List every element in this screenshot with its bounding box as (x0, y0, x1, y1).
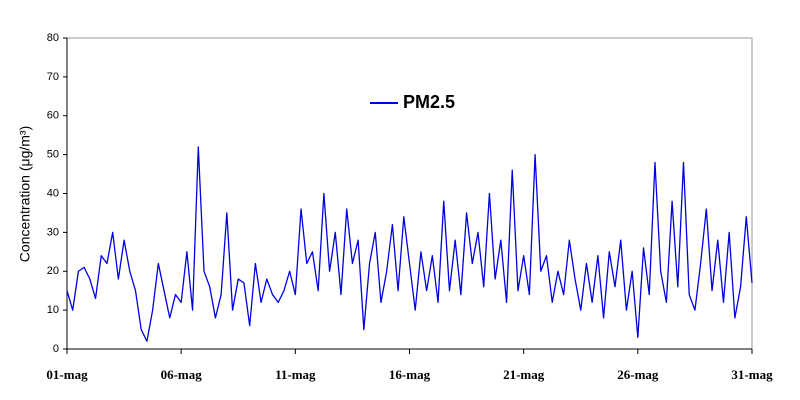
data-line (66, 146, 753, 342)
y-tick-label: 60 (47, 110, 59, 122)
y-axis-label: Concentration (μg/m³) (17, 126, 33, 262)
y-tick-label: 70 (47, 71, 59, 83)
x-tick-label: 01-mag (46, 367, 88, 382)
legend-label: PM2.5 (403, 92, 455, 112)
y-tick-label: 20 (47, 265, 59, 277)
y-tick-label: 10 (47, 304, 59, 316)
plot-area (66, 37, 753, 350)
y-tick-label: 40 (47, 187, 59, 199)
y-tick-label: 50 (47, 149, 59, 161)
y-tick-label: 30 (47, 226, 59, 238)
x-tick-label: 26-mag (617, 367, 659, 382)
y-tick-label: 80 (47, 32, 59, 44)
x-tick-label: 31-mag (731, 367, 773, 382)
x-tick-label: 11-mag (275, 367, 316, 382)
x-tick-label: 06-mag (161, 367, 203, 382)
x-tick-label: 21-mag (503, 367, 545, 382)
x-tick-label: 16-mag (389, 367, 431, 382)
y-tick-label: 0 (53, 343, 59, 355)
